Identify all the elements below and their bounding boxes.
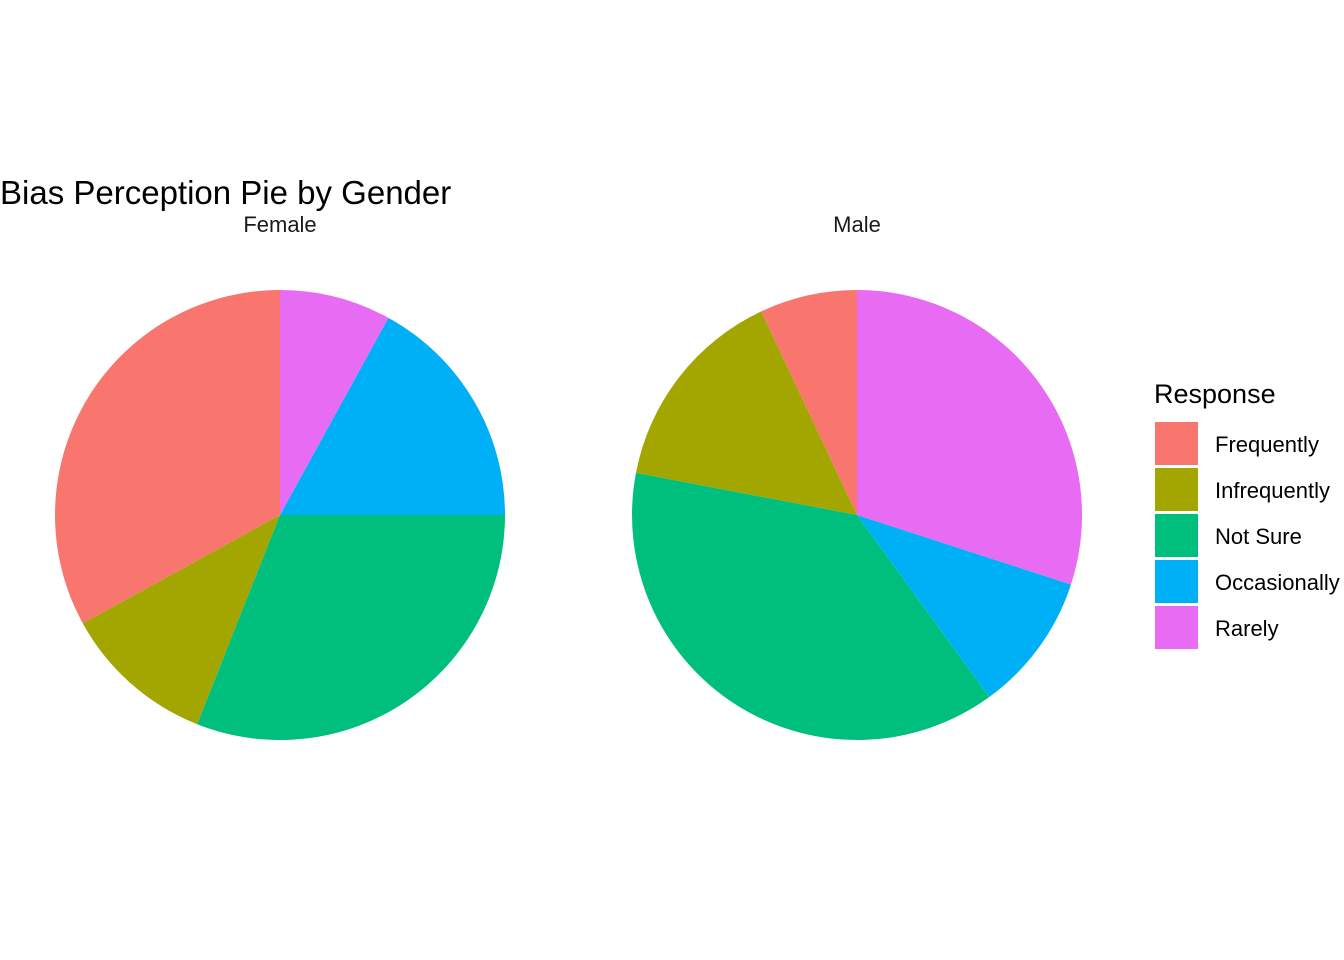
- pie-slice-female-rarely: [280, 290, 389, 515]
- legend-label-rarely: Rarely: [1215, 616, 1279, 641]
- legend-swatch-not-sure: [1155, 514, 1198, 557]
- pie-slice-female-not-sure: [197, 515, 506, 740]
- pie-female: [54, 290, 506, 740]
- facet-male: Male: [632, 212, 1082, 740]
- legend: Response Frequently Infrequently Not Sure O…: [1154, 379, 1340, 649]
- legend-swatch-occasionally: [1155, 560, 1198, 603]
- pie-male: [632, 290, 1082, 740]
- pie-slice-male-infrequently: [635, 311, 857, 515]
- pie-slice-male-not-sure: [632, 472, 990, 740]
- pie-slice-female-infrequently: [82, 515, 280, 725]
- legend-label-occasionally: Occasionally: [1215, 570, 1340, 595]
- facet-female: Female: [54, 212, 506, 740]
- legend-title: Response: [1154, 379, 1276, 409]
- pie-slice-female-occasionally: [280, 317, 505, 515]
- legend-label-frequently: Frequently: [1215, 432, 1319, 457]
- pie-slice-male-rarely: [857, 290, 1082, 585]
- pie-slice-female-frequently: [54, 290, 280, 624]
- legend-swatch-rarely: [1155, 606, 1198, 649]
- legend-label-infrequently: Infrequently: [1215, 478, 1330, 503]
- legend-items: Frequently Infrequently Not Sure Occasional…: [1155, 422, 1340, 649]
- legend-swatch-frequently: [1155, 422, 1198, 465]
- pie-slice-male-occasionally: [857, 515, 1071, 698]
- chart-title: Bias Perception Pie by Gender: [0, 174, 451, 211]
- legend-swatch-infrequently: [1155, 468, 1198, 511]
- pie-slice-male-frequently: [761, 290, 857, 515]
- facet-label-female: Female: [243, 212, 316, 237]
- facet-label-male: Male: [833, 212, 881, 237]
- legend-label-not-sure: Not Sure: [1215, 524, 1302, 549]
